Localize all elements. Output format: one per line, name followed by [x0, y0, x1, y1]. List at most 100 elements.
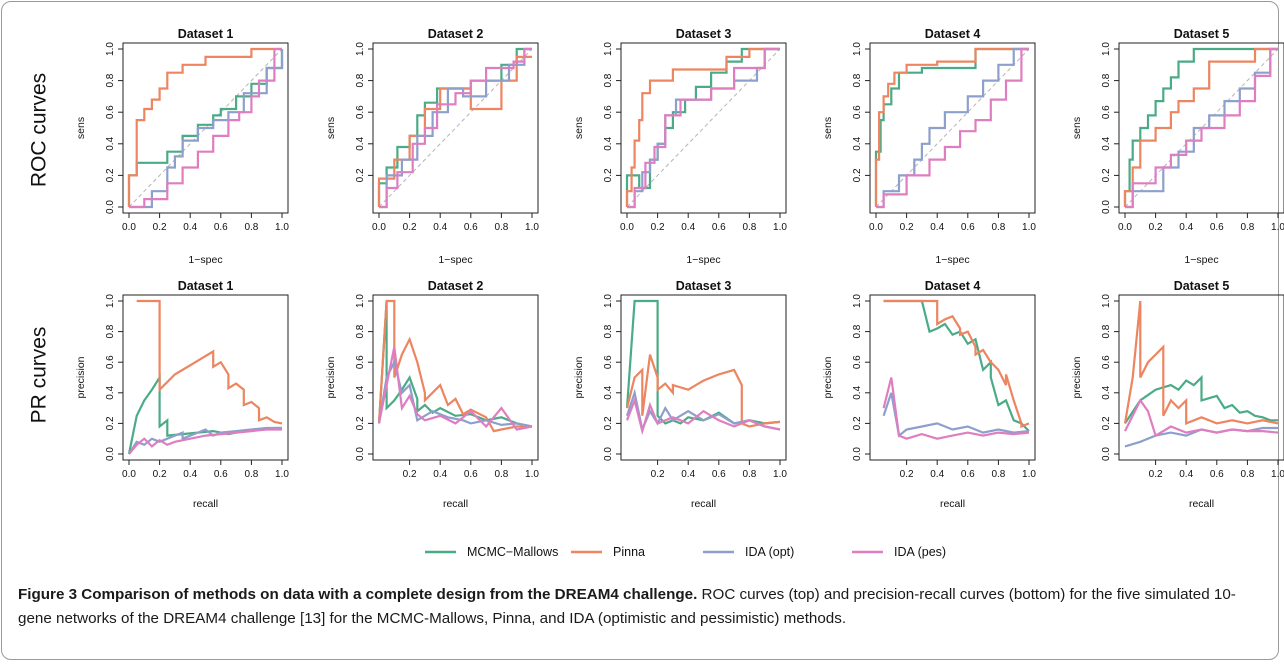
x-tick-label: 0.8 [1240, 469, 1254, 480]
panel-title: Dataset 4 [925, 279, 981, 293]
x-tick-label: 0.2 [403, 222, 417, 233]
y-tick-label: 0.2 [852, 168, 863, 182]
series-line-mcmc-mallows [1124, 374, 1278, 425]
panel-title: Dataset 3 [676, 27, 732, 41]
x-tick-label: 0.8 [742, 469, 756, 480]
panel-title: Dataset 3 [676, 279, 732, 293]
x-tick-label: 0.6 [712, 222, 726, 233]
x-tick-label: 0.2 [1149, 469, 1163, 480]
series-line-ida-pes- [129, 47, 282, 209]
series-line-ida-pes- [625, 396, 781, 436]
chart-panels: Dataset 1 0.0 0.2 0.4 0.6 0.8 1.0 0.0 0.2 0.4 0.6 0… [75, 27, 1284, 510]
y-axis-label: sens [325, 117, 337, 139]
plot-box [869, 294, 1036, 461]
y-tick-label: 0.8 [852, 324, 863, 338]
y-tick-label: 1.0 [355, 42, 366, 56]
y-tick-label: 0.0 [603, 447, 614, 461]
series-line-ida-pes- [128, 428, 282, 455]
x-tick-label: 0.4 [433, 469, 447, 480]
y-tick-label: 0.4 [852, 385, 863, 399]
legend-label: Pinna [613, 545, 645, 559]
chart-panel-5: Dataset 5 0.0 0.2 0.4 0.6 0.8 1.0 0.0 0.2 0.4 0.6 0… [1071, 27, 1284, 266]
y-tick-label: 0.6 [1101, 105, 1112, 119]
x-tick-label: 0.6 [961, 222, 975, 233]
y-tick-label: 0.4 [1101, 136, 1112, 150]
y-tick-label: 0.4 [1101, 385, 1112, 399]
y-tick-label: 0.8 [355, 324, 366, 338]
chart-panel-10: Dataset 5 0.2 0.4 0.6 0.8 1.0 0.0 0.2 0.4 0.6 0.8 1… [1071, 279, 1284, 510]
y-axis-label: precision [573, 356, 585, 398]
x-tick-label: 0.2 [900, 222, 914, 233]
y-tick-label: 0.2 [603, 168, 614, 182]
series-line-ida-opt- [128, 426, 282, 455]
x-tick-label: 0.6 [214, 222, 228, 233]
x-tick-label: 0.4 [930, 222, 944, 233]
x-tick-label: 0.0 [372, 222, 386, 233]
caption-title: Figure 3 Comparison of methods on data w… [18, 586, 698, 603]
diagonal-reference-line [875, 48, 1030, 208]
y-tick-label: 0.6 [852, 355, 863, 369]
series-line-ida-pes- [379, 47, 532, 209]
y-tick-label: 0.0 [1101, 200, 1112, 214]
x-tick-label: 0.0 [1118, 222, 1132, 233]
x-axis-label: 1−spec [438, 254, 472, 266]
plot-box [620, 294, 787, 461]
y-tick-label: 0.8 [603, 73, 614, 87]
x-axis-label: 1−spec [686, 254, 720, 266]
y-axis-label: sens [1071, 117, 1083, 139]
y-tick-label: 0.6 [105, 355, 116, 369]
series-line-ida-opt- [129, 49, 284, 209]
x-tick-label: 0.6 [464, 469, 478, 480]
x-tick-label: 0.6 [1210, 469, 1224, 480]
x-tick-label: 1.0 [773, 469, 787, 480]
x-tick-label: 0.4 [183, 469, 197, 480]
legend-label: MCMC−Mallows [467, 545, 558, 559]
series-line-pinna [874, 47, 1029, 207]
y-tick-label: 0.0 [105, 200, 116, 214]
y-tick-label: 0.4 [105, 136, 116, 150]
y-tick-label: 0.6 [603, 105, 614, 119]
series-line-pinna [127, 47, 282, 207]
x-tick-label: 0.8 [1240, 222, 1254, 233]
row-label-roc: ROC curves [28, 73, 51, 187]
y-tick-label: 0.6 [355, 355, 366, 369]
plot-box [122, 294, 289, 461]
series-line-pinna [883, 299, 1030, 429]
x-tick-label: 0.8 [494, 222, 508, 233]
y-axis-label: precision [822, 356, 834, 398]
x-tick-label: 0.0 [122, 469, 136, 480]
plot-box [372, 42, 539, 214]
y-tick-label: 0.2 [1101, 416, 1112, 430]
panel-title: Dataset 2 [428, 279, 484, 293]
y-axis-label: sens [822, 117, 834, 139]
y-tick-label: 0.8 [1101, 73, 1112, 87]
y-tick-label: 0.0 [852, 447, 863, 461]
diagonal-reference-line [1124, 48, 1279, 208]
y-tick-label: 0.6 [603, 355, 614, 369]
x-axis-label: recall [193, 498, 218, 510]
x-tick-label: 0.0 [620, 222, 634, 233]
x-tick-label: 0.8 [494, 469, 508, 480]
x-tick-label: 0.0 [122, 222, 136, 233]
diagonal-reference-line [378, 48, 533, 208]
y-tick-label: 0.2 [105, 168, 116, 182]
series-line-ida-pes- [377, 346, 533, 431]
chart-panel-7: Dataset 2 0.2 0.4 0.6 0.8 1.0 0.0 0.2 0.4 0.6 0.8 1… [325, 279, 539, 510]
panel-title: Dataset 4 [925, 27, 981, 41]
y-tick-label: 0.0 [355, 447, 366, 461]
row-label-pr-text: PR curves [28, 327, 51, 424]
x-tick-label: 0.2 [153, 469, 167, 480]
series-line-pinna [625, 47, 780, 207]
y-tick-label: 0.0 [1101, 447, 1112, 461]
x-axis-label: recall [940, 498, 965, 510]
y-tick-label: 1.0 [852, 294, 863, 308]
series-line-ida-opt- [379, 47, 532, 209]
x-axis-label: recall [691, 498, 716, 510]
figure-caption: Figure 3 Comparison of methods on data w… [18, 583, 1268, 631]
series-line-pinna [377, 299, 532, 433]
x-tick-label: 0.2 [900, 469, 914, 480]
x-tick-label: 1.0 [1271, 222, 1284, 233]
x-tick-label: 0.0 [869, 222, 883, 233]
x-tick-label: 0.8 [244, 469, 258, 480]
x-tick-label: 1.0 [275, 469, 289, 480]
